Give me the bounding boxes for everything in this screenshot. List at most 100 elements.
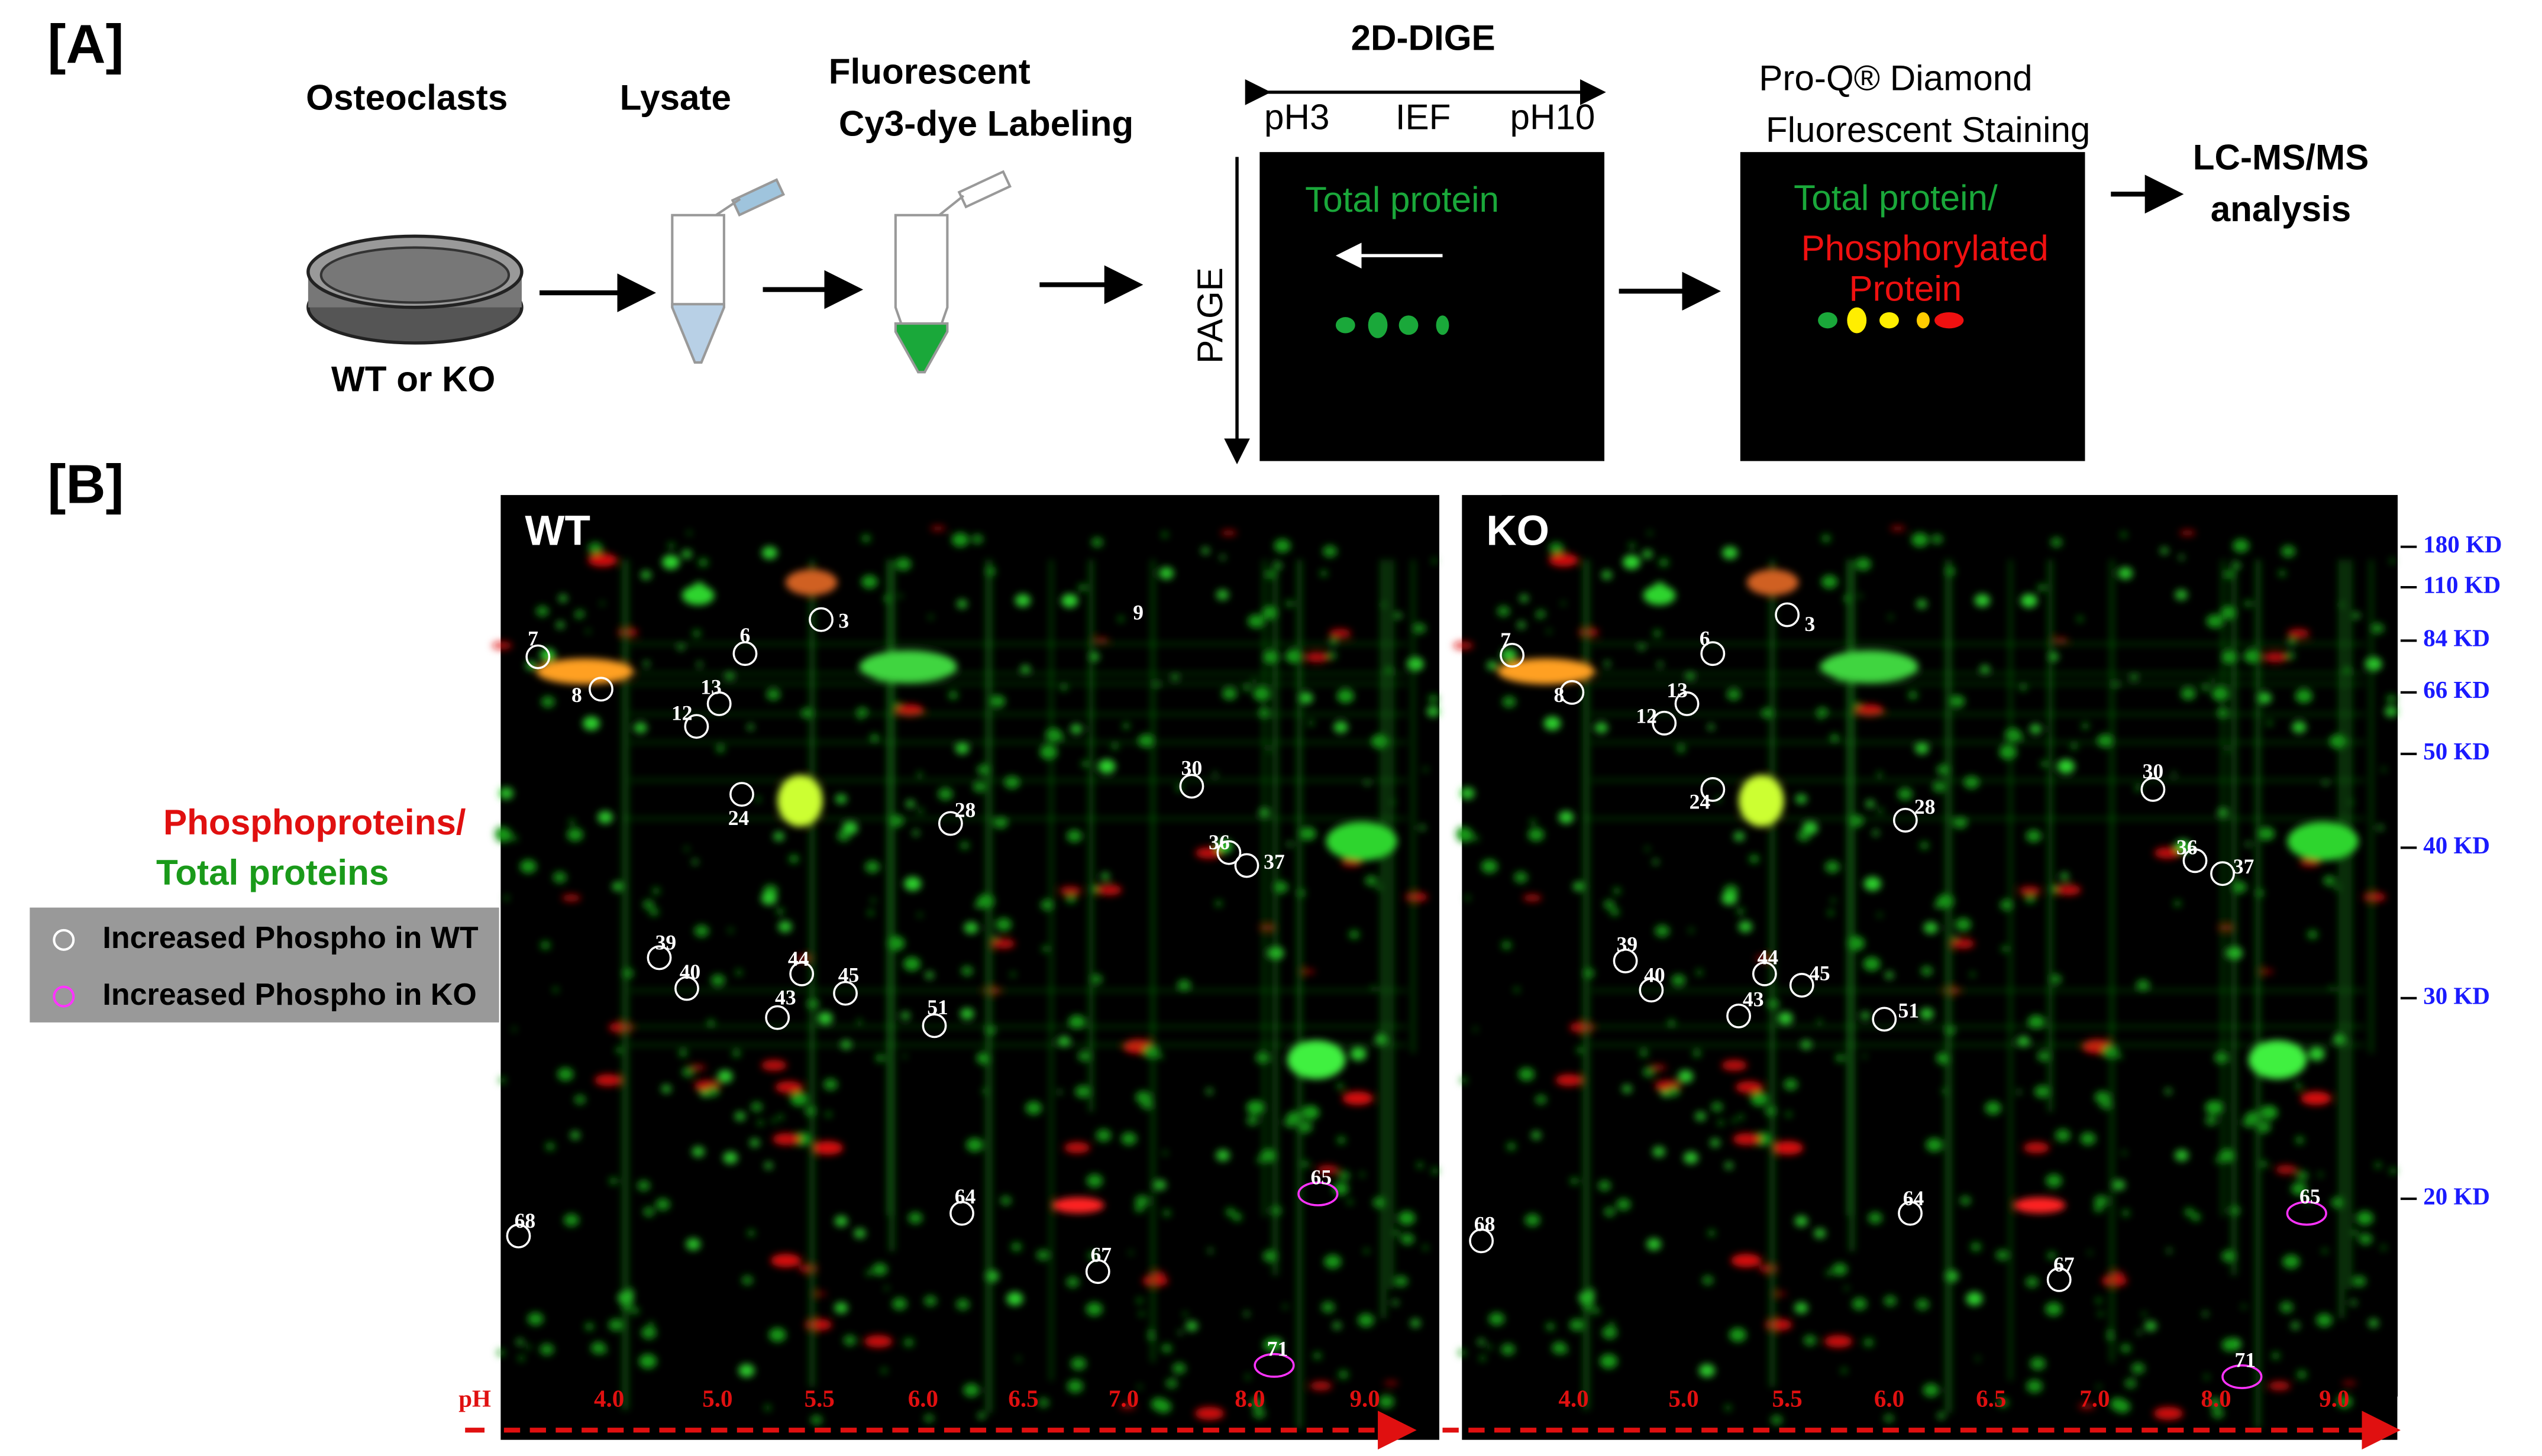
gel-spot (973, 781, 986, 793)
gel-spot (1707, 723, 1715, 731)
gel-spot (1065, 894, 1077, 904)
gel-spot (2380, 766, 2386, 772)
gel-spot (1256, 1156, 1264, 1164)
gel-spot (1816, 707, 1829, 718)
spot-number: 39 (1617, 932, 1638, 956)
gel-streak (1582, 559, 1590, 1410)
gel-spot (2096, 1384, 2102, 1390)
step-label: Lysate (620, 77, 731, 117)
gel-spot (587, 542, 603, 555)
gel-spot (541, 695, 555, 708)
gel-blob (2287, 821, 2359, 861)
gel-spot (923, 1413, 935, 1423)
gel-spot (1843, 1285, 1849, 1291)
sample-label: WT or KO (331, 359, 495, 399)
gel-spot (1310, 1381, 1332, 1391)
spot-circle (833, 981, 858, 1006)
gel-spot (2323, 875, 2336, 886)
gel-spot (1321, 1301, 1335, 1313)
gel-streak (630, 672, 1407, 676)
gel-spot (923, 1295, 937, 1306)
gel-spot (527, 1312, 544, 1326)
gel-spot (2376, 824, 2384, 831)
gel-spot (1975, 1356, 1981, 1361)
gel-spot (1731, 1118, 1737, 1124)
gel-spot (1324, 1254, 1342, 1269)
gel-streak (630, 778, 1407, 782)
gel-spot (1301, 1160, 1310, 1168)
gel-spot (2160, 546, 2169, 555)
gel-spot (1195, 847, 1222, 859)
ph-value: 5.0 (702, 1384, 732, 1412)
gel-spot (1937, 1412, 1946, 1420)
gel-spot (2175, 839, 2191, 853)
gel-spot (2257, 692, 2272, 704)
gel-spot (1652, 629, 1662, 638)
gel-spot (710, 974, 725, 986)
gel-spot (1524, 1214, 1540, 1227)
gel-spot (2018, 684, 2028, 691)
gel-spot (1216, 1149, 1230, 1161)
gel-spot (1220, 529, 1237, 536)
gel-spot (512, 1027, 517, 1032)
gel-spot (1182, 1311, 1188, 1317)
spot-circle (2140, 777, 2166, 802)
gel-spot (1600, 1354, 1618, 1369)
gel-spot (1855, 557, 1871, 571)
gel-spot (597, 811, 613, 824)
gel-spot (903, 956, 920, 971)
gel-streak (1088, 559, 1094, 1112)
ph-value: 7.0 (2079, 1384, 2110, 1412)
gel-spot (880, 1367, 888, 1374)
schematic-gel (1259, 152, 1605, 461)
gel-spot (1832, 1263, 1848, 1276)
gel-spot (1785, 1111, 1792, 1118)
gel-streak (1591, 778, 2365, 782)
gel-streak (622, 559, 629, 1410)
gel-spot (2095, 1297, 2102, 1304)
gel-spot (1307, 720, 1315, 727)
gel-spot (1717, 1119, 1724, 1127)
gel-spot (1527, 827, 1545, 842)
gel-spot (2000, 945, 2009, 953)
gel-spot (938, 788, 953, 801)
gel-spot (609, 1177, 618, 1185)
gel-spot (1363, 1248, 1370, 1254)
spot-circle (1559, 680, 1585, 705)
gel-spot (2166, 1248, 2172, 1254)
gel-spot (1413, 623, 1426, 634)
gel-spot (1177, 979, 1191, 991)
gel-spot (2206, 614, 2223, 629)
legend-label: Increased Phospho in KO (102, 978, 476, 1012)
gel-spot (856, 707, 868, 718)
gel-spot (1252, 1408, 1266, 1419)
gel-streak (1296, 559, 1303, 1429)
gel-spot (1710, 1138, 1720, 1148)
gel-spot (584, 1322, 595, 1331)
spot-circle (765, 1005, 790, 1030)
gel-spot (836, 830, 851, 842)
gel-spot (2295, 1135, 2305, 1145)
gel-spot (1863, 876, 1881, 891)
gel-spot (2015, 733, 2024, 741)
gel-spot (1923, 1383, 1940, 1397)
spot-circle (1469, 1228, 1494, 1254)
gel-spot (2275, 1164, 2297, 1174)
ph-value: 6.0 (908, 1384, 938, 1412)
gel-spot (861, 575, 878, 589)
gel-spot (694, 924, 709, 937)
gel-spot (1591, 1306, 1601, 1315)
gel-spot (2300, 1091, 2331, 1105)
gel-spot (1312, 1351, 1322, 1360)
analysis-label: LC-MS/MS (2193, 138, 2369, 177)
spot-number: 8 (1554, 683, 1565, 707)
gel-spot (1338, 1370, 1349, 1380)
gel-spot (1655, 924, 1670, 937)
spot-number: 37 (2233, 855, 2254, 878)
spot-number: 65 (1311, 1165, 1332, 1189)
gel-spot (2352, 1275, 2366, 1287)
gel-spot (1323, 1259, 1330, 1266)
spot-number: 65 (2299, 1185, 2321, 1208)
gel-spot (1852, 1298, 1867, 1311)
gel-spot (1865, 800, 1875, 808)
